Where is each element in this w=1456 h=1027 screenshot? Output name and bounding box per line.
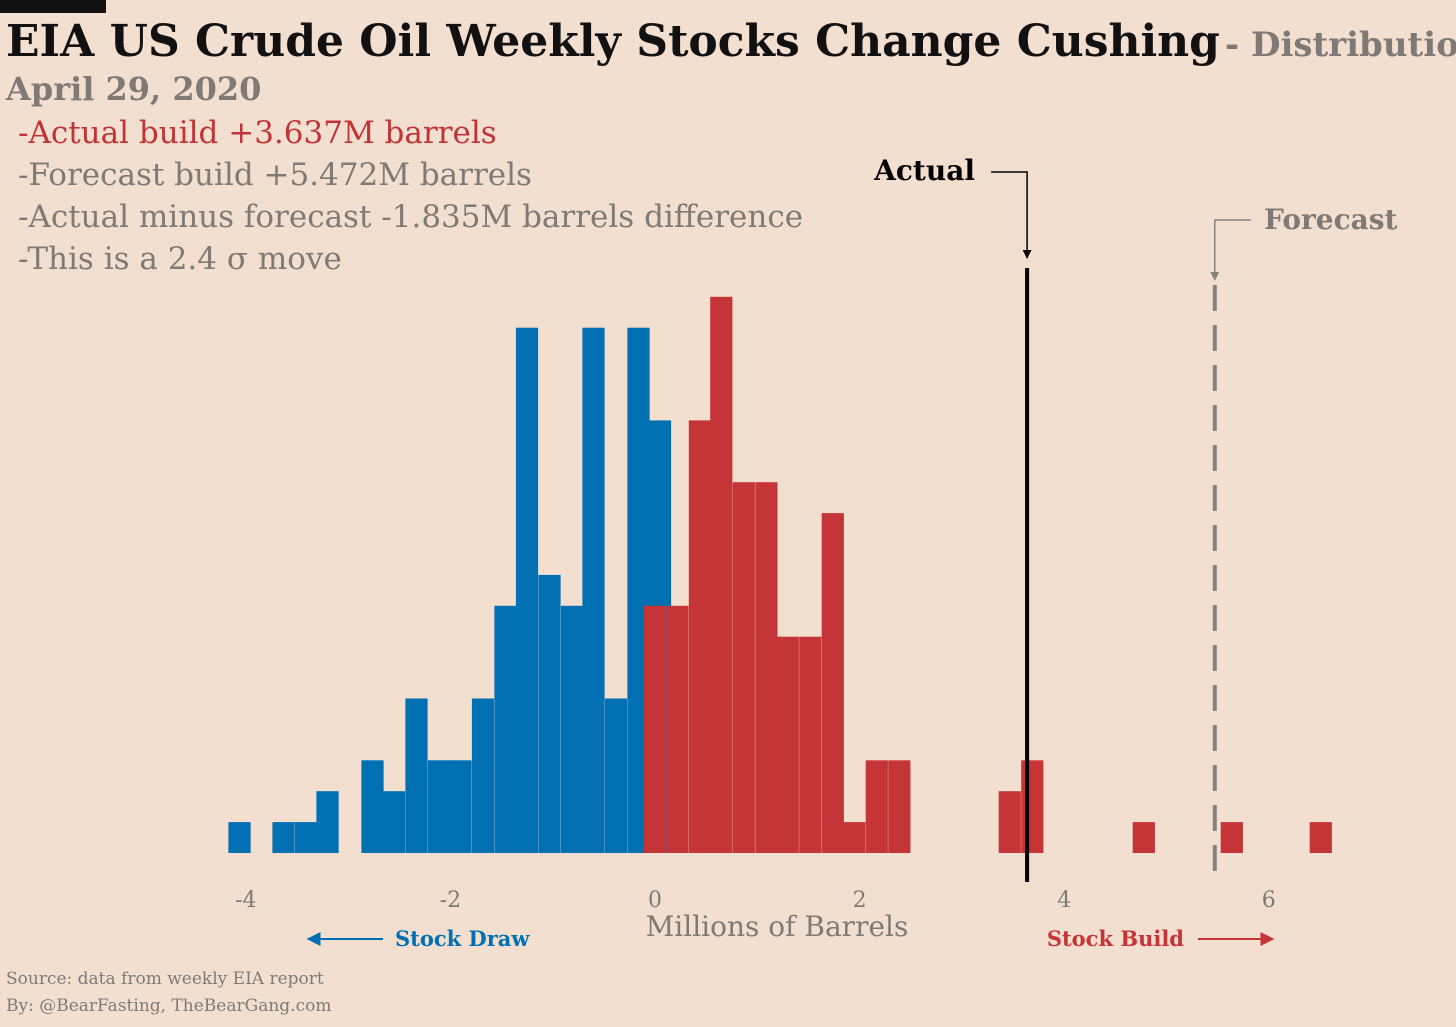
draw-bar-15 — [604, 698, 628, 853]
build-bar-7 — [799, 636, 822, 853]
stock-build-label: Stock Build — [1047, 926, 1184, 951]
x-tick-label: 4 — [1057, 888, 1071, 913]
draw-bar-11 — [515, 327, 539, 853]
stock-draw-label: Stock Draw — [395, 926, 530, 951]
notes-block: -Actual build +3.637M barrels -Forecast … — [18, 112, 803, 280]
chart-title: EIA US Crude Oil Weekly Stocks Change Cu… — [6, 16, 1220, 67]
x-tick-label: 2 — [853, 888, 867, 913]
draw-bar-6 — [405, 698, 428, 853]
actual-leader-arrow — [991, 171, 1032, 259]
draw-bar-12 — [538, 574, 561, 853]
draw-bar-5 — [382, 791, 406, 853]
build-bar-14 — [1132, 822, 1155, 853]
build-bar-11 — [888, 760, 911, 853]
x-tick-label: -4 — [235, 888, 256, 913]
draw-bar-1 — [272, 822, 295, 853]
draw-bar-0 — [228, 822, 251, 853]
forecast-label: Forecast — [1264, 203, 1398, 236]
draw-bar-4 — [361, 760, 384, 853]
build-bar-10 — [865, 760, 888, 853]
build-bar-9 — [843, 822, 866, 853]
build-bar-3 — [710, 296, 733, 853]
draw-bar-3 — [316, 791, 339, 853]
draw-bar-10 — [494, 605, 517, 853]
title-row: EIA US Crude Oil Weekly Stocks Change Cu… — [6, 16, 1456, 67]
build-bar-4 — [732, 482, 755, 853]
histogram-bars — [228, 296, 1332, 853]
build-bar-5 — [755, 482, 778, 853]
x-tick-label: -2 — [440, 888, 461, 913]
build-bar-13 — [1021, 760, 1044, 853]
author-note: By: @BearFasting, TheBearGang.com — [6, 996, 332, 1016]
draw-bar-8 — [449, 760, 472, 853]
draw-bar-9 — [471, 698, 495, 853]
build-bar-6 — [776, 636, 799, 853]
source-note: Source: data from weekly EIA report — [6, 969, 324, 989]
build-bar-12 — [998, 791, 1021, 853]
note-difference: -Actual minus forecast -1.835M barrels d… — [18, 199, 804, 235]
build-bar-0 — [643, 605, 666, 853]
build-bar-1 — [666, 605, 689, 853]
build-bar-8 — [821, 513, 844, 853]
build-bar-15 — [1220, 822, 1243, 853]
report-date: April 29, 2020 — [6, 70, 262, 108]
x-tick-label: 0 — [648, 888, 662, 913]
x-axis-label: Millions of Barrels — [646, 910, 909, 943]
note-sigma: -This is a 2.4 σ move — [18, 241, 342, 277]
build-bar-16 — [1309, 822, 1332, 853]
note-forecast: -Forecast build +5.472M barrels — [18, 157, 532, 193]
chart-subtitle: - Distribution — [1225, 25, 1456, 65]
actual-label: Actual — [873, 154, 975, 187]
corner-tab — [0, 0, 106, 13]
forecast-leader-arrow — [1210, 219, 1251, 281]
draw-bar-14 — [582, 327, 605, 853]
draw-bar-7 — [427, 760, 451, 853]
draw-bar-13 — [560, 605, 584, 853]
build-bar-2 — [688, 420, 711, 853]
draw-bar-2 — [294, 822, 318, 853]
x-tick-label: 6 — [1262, 888, 1276, 913]
x-axis-ticks: -4 -2 0 2 4 6 — [235, 888, 1276, 913]
note-actual: -Actual build +3.637M barrels — [18, 115, 497, 151]
